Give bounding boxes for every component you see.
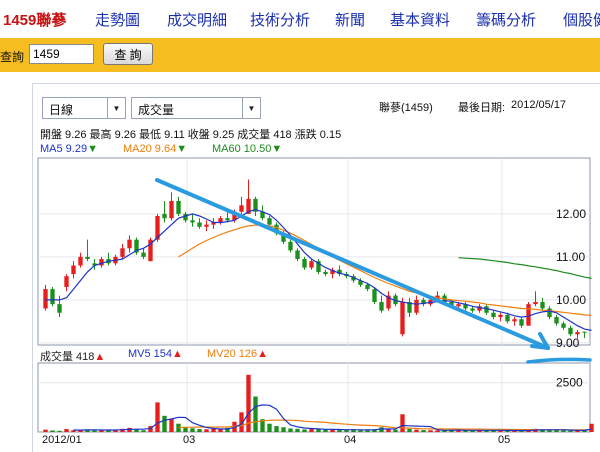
ma60-label: MA60 10.50▼ <box>212 143 283 155</box>
query-button[interactable]: 查 詢 <box>103 43 153 65</box>
nav-news[interactable]: 新聞 <box>335 12 366 29</box>
ma5-label: MA5 9.29▼ <box>40 143 98 155</box>
nav-more[interactable]: 個股健 <box>563 12 600 29</box>
query-label: 查詢 <box>0 50 25 64</box>
down-arrow-icon: ▼ <box>271 143 283 155</box>
mv20-label: MV20 126▲ <box>207 348 269 360</box>
up-arrow-icon: ▲ <box>257 348 269 360</box>
nav-stock-title[interactable]: 1459聯蔘 <box>3 12 67 29</box>
stock-name: 聯蔘(1459) <box>379 102 433 114</box>
query-bar: 查詢 查 詢 <box>0 38 600 72</box>
indicator-select[interactable]: 成交量 ▼ <box>131 97 261 119</box>
up-arrow-icon: ▲ <box>172 348 183 360</box>
quote-line: 開盤 9.26 最高 9.26 最低 9.11 收盤 9.25 成交量 418 … <box>40 129 342 141</box>
stock-code-input[interactable] <box>29 44 94 64</box>
up-arrow-icon: ▲ <box>94 351 106 363</box>
last-date: 2012/05/17 <box>511 99 567 111</box>
chevron-down-icon: ▼ <box>107 98 125 118</box>
nav-trades[interactable]: 成交明細 <box>167 12 228 29</box>
down-arrow-icon: ▼ <box>87 143 98 155</box>
down-arrow-icon: ▼ <box>176 143 188 155</box>
nav-chips[interactable]: 籌碼分析 <box>476 12 537 29</box>
indicator-value: 成交量 <box>138 103 175 117</box>
volume-label: 成交量 418▲ <box>40 351 106 363</box>
period-value: 日線 <box>49 103 74 117</box>
nav-trend[interactable]: 走勢圖 <box>95 12 141 29</box>
mv5-label: MV5 154▲ <box>128 348 183 360</box>
period-select[interactable]: 日線 ▼ <box>42 97 126 119</box>
chevron-down-icon: ▼ <box>242 98 260 118</box>
chart-panel: 日線 ▼ 成交量 ▼ 聯蔘(1459) 最後日期: 2012/05/17 開盤 … <box>32 83 600 452</box>
nav-technical[interactable]: 技術分析 <box>250 12 311 29</box>
ma20-label: MA20 9.64▼ <box>123 143 188 155</box>
top-nav: 1459聯蔘 走勢圖 成交明細 技術分析 新聞 基本資料 籌碼分析 個股健 <box>0 0 600 38</box>
last-date-label: 最後日期: <box>458 102 506 114</box>
nav-basic-info[interactable]: 基本資料 <box>390 12 451 29</box>
